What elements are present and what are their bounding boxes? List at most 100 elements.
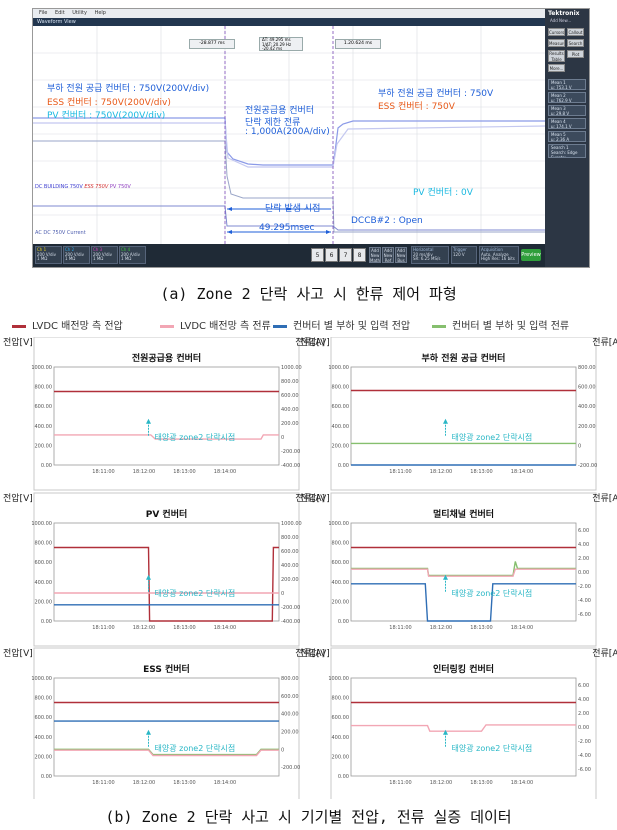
legend-label-1: LVDC 배전망 측 전압 <box>32 321 123 332</box>
right-tick-label: 600.00 <box>281 694 299 700</box>
left-tick-label: 800.00 <box>35 385 53 391</box>
channel-4-box[interactable]: Ch 4 200 A/div 1 MΩ <box>119 246 146 264</box>
legend: LVDC 배전망 측 전압 LVDC 배전망 측 전류 컨버터 별 부하 및 입… <box>0 317 617 335</box>
horizontal-box[interactable]: Horizontal 20 ms/div SR: 6.25 MS/s <box>411 246 449 264</box>
channel-1-term: 1 MΩ <box>37 256 48 261</box>
channel-3-name: Ch 3 <box>93 247 103 252</box>
cursor-readout-mid: -20.42 ms <box>262 46 283 51</box>
right-tick-label: 6.00 <box>578 528 589 534</box>
x-tick-label: 18:14:00 <box>214 780 236 786</box>
preview-button[interactable]: Preview <box>521 249 541 261</box>
x-tick-label: 18:12:00 <box>430 469 452 475</box>
menu-file[interactable]: File <box>39 10 48 16</box>
series-line-2 <box>351 724 576 732</box>
right-tick-label: 600.00 <box>578 385 596 391</box>
left-tick-label: 800.00 <box>332 541 350 547</box>
annotation-ess-title: ESS 컨버터 : 750V(200V/div) <box>47 98 171 108</box>
channel-3-box[interactable]: Ch 3 200 V/div 1 MΩ <box>91 246 118 264</box>
channel-4-term: 1 MΩ <box>121 256 132 261</box>
annotation-dc-labels: DC BUILDING 750V ESS 750V PV 750V <box>35 184 131 190</box>
add-new-bus-button[interactable]: Add New Bus <box>395 247 407 263</box>
results-table-button[interactable]: Results Table <box>548 50 565 62</box>
acquisition-title: Acquisition <box>481 247 503 252</box>
menu-utility[interactable]: Utility <box>72 10 87 16</box>
legend-item-3: 컨버터 별 부하 및 입력 전압 <box>273 317 410 332</box>
annotation-delta-time: 49.295msec <box>259 223 315 233</box>
meas-mean-4[interactable]: Mean 4 μ: 174.1 V <box>548 118 586 129</box>
legend-swatch-2 <box>160 324 174 328</box>
acquisition-box[interactable]: Acquisition Auto, Analyze High Res: 16 b… <box>479 246 519 264</box>
right-tick-label: 800.00 <box>578 365 596 371</box>
x-tick-label: 18:11:00 <box>92 780 114 786</box>
x-tick-label: 18:14:00 <box>511 469 533 475</box>
right-axis-label: 전류[A] <box>592 337 617 348</box>
right-tick-label: 0 <box>281 591 284 597</box>
x-tick-label: 18:12:00 <box>133 625 155 631</box>
x-tick-label: 18:11:00 <box>92 469 114 475</box>
right-tick-label: 2.00 <box>578 711 589 717</box>
channel-8-button[interactable]: 8 <box>353 248 366 262</box>
right-tick-label: -4.00 <box>578 753 591 759</box>
scope-waveform-area[interactable] <box>33 26 545 244</box>
series-line-2 <box>54 434 279 440</box>
series-line-4 <box>351 583 576 622</box>
left-tick-label: 0.00 <box>41 463 52 469</box>
meas-mean-1[interactable]: Mean 1 μ: 753.1 V <box>548 79 586 90</box>
meas-mean-2[interactable]: Mean 2 μ: 762.9 V <box>548 92 586 103</box>
x-tick-label: 18:12:00 <box>133 469 155 475</box>
legend-item-2: LVDC 배전망 측 전류 <box>160 317 271 332</box>
scope-menubar: File Edit Utility Help <box>33 9 545 18</box>
right-tick-label: -4.00 <box>578 598 591 604</box>
channel-2-box[interactable]: Ch 2 200 V/div 1 MΩ <box>63 246 90 264</box>
fault-arrowhead <box>443 729 448 735</box>
more-button[interactable]: More... <box>548 64 565 72</box>
annotation-dc-pv: PV 750V <box>109 184 131 190</box>
fault-annotation: 태양광 zone2 단락시점 <box>452 432 533 442</box>
left-tick-label: 400.00 <box>332 424 350 430</box>
annotation-limit-2: 단락 제한 전류 <box>245 118 301 128</box>
meas-mean-5[interactable]: Mean 5 μ: 2.36 A <box>548 131 586 142</box>
menu-help[interactable]: Help <box>94 10 106 16</box>
menu-edit[interactable]: Edit <box>54 10 65 16</box>
add-new-math-button[interactable]: Add New Math <box>369 247 381 263</box>
chart-title: 전원공급용 컨버터 <box>132 352 201 364</box>
annotation-load-title: 부하 전원 공급 컨버터 : 750V(200V/div) <box>47 84 210 94</box>
search-button[interactable]: Search <box>567 39 584 47</box>
left-tick-label: 1000.00 <box>328 521 349 527</box>
meas-mean-2-value: μ: 762.9 V <box>551 98 572 103</box>
meas-mean-1-value: μ: 753.1 V <box>551 85 572 90</box>
measure-button[interactable]: Measure <box>548 39 565 47</box>
right-tick-label: 0.00 <box>578 725 589 731</box>
right-tick-label: -400.00 <box>281 619 300 625</box>
left-tick-label: 600.00 <box>332 404 350 410</box>
left-tick-label: 800.00 <box>332 696 350 702</box>
meas-mean-3[interactable]: Mean 3 μ: 29.8 V <box>548 105 586 116</box>
horizontal-title: Horizontal <box>413 247 434 252</box>
channel-5-button[interactable]: 5 <box>311 248 324 262</box>
annotation-pv-zero: PV 컨버터 : 0V <box>413 188 473 198</box>
search-1-box[interactable]: Search 1 Search: Edge Events: -- <box>548 144 586 158</box>
acquisition-mode: Auto, Analyze <box>481 251 509 257</box>
right-tick-label: -6.00 <box>578 767 591 773</box>
annotation-dc-ess: ESS 750V <box>84 184 109 190</box>
channel-4-scale: 200 A/div <box>121 251 141 257</box>
left-tick-label: 1000.00 <box>328 676 349 682</box>
left-tick-label: 400.00 <box>35 580 53 586</box>
callout-button[interactable]: Callout <box>567 28 584 36</box>
channel-6-button[interactable]: 6 <box>325 248 338 262</box>
scope-right-panel: Tektronix Add New... Cursors Callout Mea… <box>545 9 589 267</box>
right-tick-label: -200.00 <box>281 765 300 771</box>
channel-1-box[interactable]: Ch 1 200 V/div 1 MΩ <box>35 246 62 264</box>
add-new-ref-button[interactable]: Add New Ref <box>382 247 394 263</box>
fault-arrowhead <box>146 418 151 424</box>
channel-7-button[interactable]: 7 <box>339 248 352 262</box>
plot-button[interactable]: Plot <box>567 50 584 58</box>
meas-mean-5-value: μ: 2.36 A <box>551 137 570 142</box>
chart-panel-2: 전압[V] 전류[A] 부하 전원 공급 컨버터 1000.00 800.00 600.0… <box>300 337 617 491</box>
left-tick-label: 800.00 <box>35 541 53 547</box>
cursors-button[interactable]: Cursors <box>548 28 565 36</box>
fault-arrowhead <box>146 574 151 580</box>
x-tick-label: 18:12:00 <box>430 780 452 786</box>
series-line-3 <box>54 748 279 756</box>
trigger-box[interactable]: Trigger 120 V <box>451 246 477 264</box>
